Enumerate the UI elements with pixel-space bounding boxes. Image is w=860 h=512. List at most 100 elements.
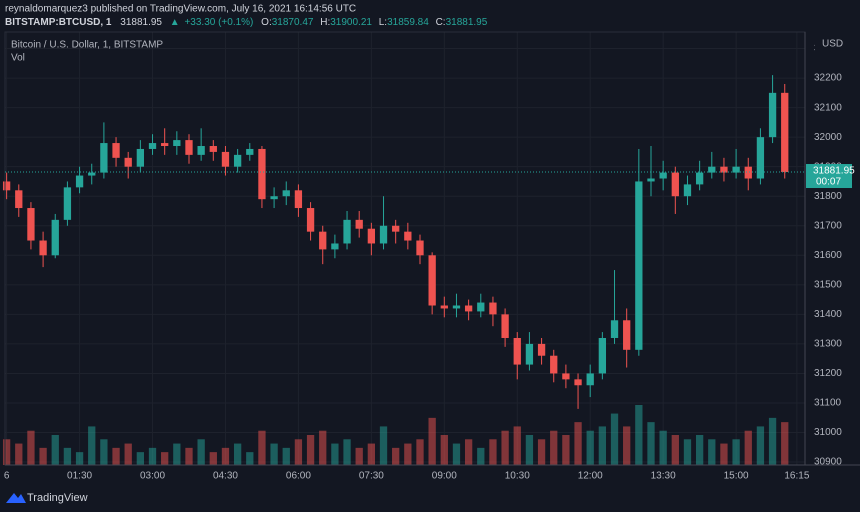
volume-bar <box>525 435 534 465</box>
volume-bar <box>246 452 254 465</box>
volume-bar <box>404 443 412 465</box>
candle-body <box>161 143 169 147</box>
candle-body <box>233 154 242 167</box>
volume-bar <box>355 447 363 465</box>
symbol: BITSTAMP:BTCUSD, 1 <box>5 17 112 28</box>
x-tick-label: 6 <box>4 471 10 482</box>
volume-bar <box>124 443 132 465</box>
x-tick-label: 15:00 <box>724 471 749 482</box>
volume-bar <box>452 443 461 465</box>
volume-bar <box>416 439 424 465</box>
volume-bar <box>623 426 631 465</box>
candle-body <box>221 151 230 167</box>
volume-label: Vol <box>11 53 25 64</box>
candle-body <box>331 243 339 250</box>
x-tick-label: 03:00 <box>140 471 165 482</box>
candle-body <box>537 343 546 356</box>
volume-bar <box>27 430 35 465</box>
volume-bar <box>51 435 59 465</box>
volume-bar <box>75 452 84 465</box>
candle-body <box>781 92 789 173</box>
candle-body <box>574 379 582 386</box>
y-tick-label: 31600 <box>814 250 842 261</box>
brand[interactable]: TradingView <box>6 492 88 504</box>
candle-body <box>51 219 59 256</box>
volume-bar <box>2 439 11 465</box>
volume-bar <box>695 435 704 465</box>
candle-body <box>75 175 84 188</box>
candle-body <box>2 181 11 191</box>
candle-body <box>15 190 23 209</box>
candle-body <box>610 320 619 338</box>
volume-bar <box>744 430 752 465</box>
volume-bar <box>197 439 205 465</box>
candle-body <box>112 143 120 158</box>
volume-bar <box>15 443 23 465</box>
volume-bar <box>148 447 157 465</box>
countdown: 00:07 <box>816 177 841 188</box>
candle-body <box>173 140 181 147</box>
candle-body <box>197 146 205 155</box>
candle-body <box>124 157 132 167</box>
volume-bar <box>319 430 327 465</box>
x-tick-label: 13:30 <box>651 471 676 482</box>
x-tick-label: 01:30 <box>67 471 92 482</box>
candle-body <box>671 172 679 197</box>
volume-bar <box>392 447 400 465</box>
volume-bar <box>428 417 436 465</box>
volume-bar <box>209 452 217 465</box>
candle-body <box>416 240 424 256</box>
ohlc-o: 31870.47 <box>272 17 314 28</box>
volume-bar <box>720 443 728 465</box>
volume-bar <box>598 426 607 465</box>
currency-box <box>815 37 845 51</box>
candle-body <box>720 166 728 173</box>
candle-body <box>39 240 47 256</box>
candle-body <box>477 302 485 312</box>
chart-title: Bitcoin / U.S. Dollar, 1, BITSTAMP <box>11 40 163 51</box>
candle-body <box>258 148 266 200</box>
volume-bar <box>294 439 303 465</box>
candle-body <box>744 166 752 179</box>
volume-bar <box>477 447 485 465</box>
brand-logo <box>6 493 26 503</box>
y-tick-label: 31800 <box>814 191 842 202</box>
y-tick-label: 32100 <box>814 102 842 113</box>
volume-bar <box>221 447 230 465</box>
y-tick-label: 31500 <box>814 279 842 290</box>
volume-bar <box>306 435 315 465</box>
candle-body <box>756 137 765 179</box>
volume-bar <box>562 435 570 465</box>
symbol-line: BITSTAMP:BTCUSD, 1 31881.95 ▲ +33.30 (+0… <box>5 17 488 28</box>
volume-bar <box>671 435 679 465</box>
volume-bar <box>367 443 376 465</box>
candle-body <box>294 190 303 209</box>
candle-body <box>562 373 570 380</box>
publisher-line: reynaldomarquez3 published on TradingVie… <box>5 4 356 15</box>
volume-bar <box>708 439 716 465</box>
x-tick-label: 10:30 <box>505 471 530 482</box>
candle-body <box>489 302 497 315</box>
volume-bar <box>331 443 339 465</box>
candle-body <box>88 172 96 176</box>
volume-bar <box>501 430 509 465</box>
candle-body <box>319 231 327 250</box>
last: 31881.95 <box>120 17 162 28</box>
ohlc-l: 31859.84 <box>387 17 429 28</box>
volume-bar <box>610 413 619 465</box>
volume-bar <box>270 443 278 465</box>
candle-body <box>550 355 558 374</box>
volume-bar <box>343 439 351 465</box>
volume-bar <box>258 430 266 465</box>
x-tick-label: 06:00 <box>286 471 311 482</box>
candle-body <box>464 305 473 312</box>
volume-bar <box>161 452 169 465</box>
candle-body <box>404 231 412 241</box>
ohlc-h: 31900.21 <box>330 17 372 28</box>
last-price-label: 31881.95 <box>813 166 855 177</box>
candle-body <box>501 314 509 338</box>
volume-bar <box>63 447 72 465</box>
candle-body <box>683 184 692 197</box>
candle-body <box>452 305 461 309</box>
volume-bar <box>489 439 497 465</box>
